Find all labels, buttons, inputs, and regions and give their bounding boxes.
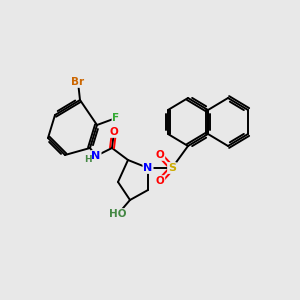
Text: O: O — [156, 150, 164, 160]
Text: H: H — [84, 155, 92, 164]
Text: N: N — [143, 163, 153, 173]
Text: F: F — [112, 113, 120, 123]
Text: O: O — [156, 176, 164, 186]
Text: HO: HO — [109, 209, 127, 219]
Text: Br: Br — [71, 77, 85, 87]
Text: S: S — [168, 163, 176, 173]
Text: O: O — [110, 127, 118, 137]
Text: N: N — [92, 151, 100, 161]
